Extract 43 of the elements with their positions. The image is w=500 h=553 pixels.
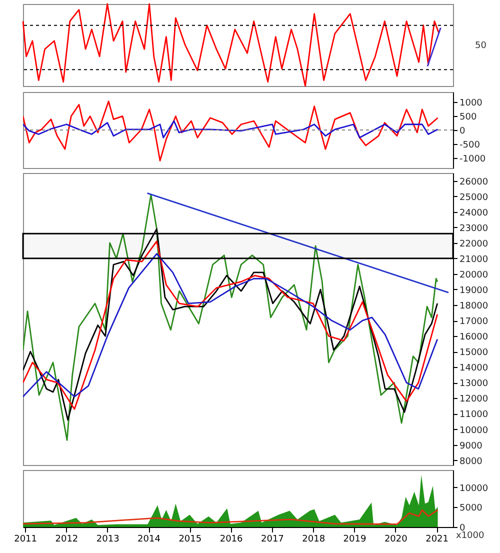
y-tick-label: 10000 [460,484,488,494]
x-tick-label: 2015 [178,534,202,544]
y-tick-label: 500 [460,112,477,122]
line-series [23,509,438,525]
y-tick-label: 22000 [460,239,488,250]
x-tick-label: 2017 [260,534,284,544]
y-tick-label: 15000 [460,348,488,358]
line-series [23,100,438,162]
y-tick-label: 26000 [460,177,488,188]
y-tick-label: 19000 [460,286,488,296]
y-tick-label: 17000 [460,317,488,328]
y-tick-label: 10000 [460,426,488,436]
text: x1000 [456,531,485,541]
text: 50 [475,41,487,51]
y-tick-label: 12000 [460,394,488,405]
y-tick-label: 18000 [460,302,488,312]
x-tick-label: 2011 [14,534,38,544]
y-tick-label: 23000 [460,224,488,234]
x-tick-label: 2013 [96,534,120,544]
y-tick-label: 8000 [460,456,483,467]
y-tick-label: 25000 [460,192,488,203]
y-tick-label: 24000 [460,208,488,218]
y-tick-label: -1000 [460,154,486,165]
y-tick-label: 13000 [460,379,488,390]
x-tick-label: 2018 [302,534,326,544]
x-tick-label: 2012 [55,534,78,544]
x-tick-label: 2014 [138,534,161,544]
y-tick-label: 5000 [460,504,483,514]
y-tick-label: 20000 [460,270,488,280]
x-tick-label: 2019 [343,534,366,544]
x-tick-label: 2020 [384,534,408,544]
y-tick-label: -500 [460,140,480,151]
y-tick-label: 16000 [460,332,488,343]
y-tick-label: 11000 [460,410,488,420]
y-tick-label: 1000 [460,98,483,108]
line-series [23,120,438,138]
x-tick-label: 2016 [220,534,244,544]
line-series [23,194,438,441]
y-tick-label: 14000 [460,364,488,374]
x-tick-label: 2021 [426,534,448,544]
y-tick-label: 21000 [460,254,488,265]
y-tick-label: 0 [460,126,466,136]
y-tick-label: 9000 [460,441,483,452]
